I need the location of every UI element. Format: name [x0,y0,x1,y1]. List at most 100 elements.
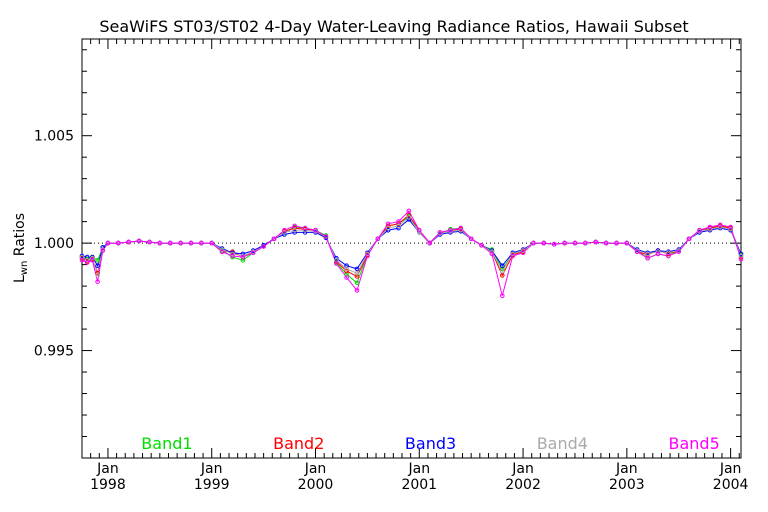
data-point-band2 [396,221,401,227]
data-point-band4 [655,249,661,254]
data-point-band3 [385,227,391,233]
data-point-band5 [634,249,640,254]
data-point-band5 [261,244,266,249]
legend-entry-band2: Band2 [273,434,324,453]
data-point-band3 [396,225,401,231]
x-tick-year: 2000 [298,477,334,493]
data-point-band4 [520,248,526,253]
data-point-band4 [344,266,349,272]
y-tick-label: 1.000 [34,236,74,252]
data-point-band5 [645,255,650,261]
plot-area-frame [81,38,742,459]
data-point-band4 [489,249,495,254]
data-point-band5 [240,254,246,260]
legend-entry-band1: Band1 [141,434,192,453]
x-tick-year: 1999 [194,477,230,493]
data-point-band5 [468,236,474,242]
x-tick-year: 2003 [609,477,645,493]
data-point-band5 [666,253,671,259]
x-tick-year: 2002 [505,477,541,493]
data-point-band5 [84,260,90,265]
data-point-band5 [655,251,661,257]
data-point-band4 [84,258,90,263]
data-point-band5 [624,240,630,246]
data-point-band2 [292,225,298,231]
data-point-band5 [572,240,578,246]
data-point-band5 [686,236,692,242]
data-point-band5 [271,236,277,242]
x-tick-month: Jan [96,461,119,477]
x-tick-month: Jan [719,461,742,477]
data-point-band5 [406,208,412,214]
data-point-band5 [147,239,152,245]
series-line-band4 [81,216,742,276]
data-point-band5 [188,240,194,246]
data-point-band5 [489,251,495,257]
data-point-band5 [458,225,464,231]
x-tick-month: Jan [407,461,430,477]
data-point-band4 [302,227,308,233]
data-point-band4 [230,251,235,257]
data-point-band5 [219,249,225,254]
data-point-band5 [126,239,131,245]
data-point-band5 [500,293,505,299]
data-point-band5 [100,248,106,253]
y-tick-label: 0.995 [34,344,74,360]
data-point-band5 [167,240,173,246]
data-point-band4 [500,268,505,274]
data-point-band4 [292,227,298,233]
data-point-band2 [344,268,349,274]
data-point-band2 [385,223,391,229]
data-point-band4 [417,230,422,235]
data-point-band1 [95,258,100,263]
legend-entry-band5: Band5 [669,434,720,453]
data-point-band5 [385,221,391,227]
series-line-band3 [81,218,742,270]
data-point-band4 [458,227,464,233]
data-point-band5 [551,241,557,247]
data-point-band5 [396,219,401,224]
series-line-band1 [81,215,742,284]
data-point-band4 [717,224,723,230]
data-point-band5 [136,238,142,244]
data-point-band5 [676,249,682,254]
data-point-band4 [90,255,95,261]
x-tick-month: Jan [511,461,534,477]
data-point-band5 [323,234,329,239]
data-point-band5 [90,258,95,263]
data-point-band4 [219,247,225,252]
data-point-band3 [292,230,298,235]
data-point-band5 [282,227,287,233]
data-point-band5 [116,240,121,246]
data-point-band5 [717,222,723,228]
data-point-band4 [728,226,733,232]
x-tick-year: 2004 [713,477,749,493]
data-point-band5 [707,224,713,230]
series-points [79,208,744,299]
data-point-band4 [354,270,360,276]
data-point-band5 [583,240,588,246]
y-axis-label: Lwn Ratios [12,213,30,283]
data-point-band5 [292,223,298,229]
data-point-band5 [541,240,547,246]
legend: Band1 Band2 Band3 Band4 Band5 [141,434,719,453]
data-point-band5 [520,250,526,256]
data-point-band5 [313,227,318,233]
data-point-band4 [95,273,100,278]
data-point-band5 [417,227,422,233]
data-point-band5 [199,240,204,246]
data-point-band5 [448,227,453,233]
legend-entry-band3: Band3 [405,434,456,453]
data-point-band5 [593,239,599,245]
data-point-band5 [344,275,349,280]
data-point-band4 [396,223,401,229]
data-point-band3 [406,217,412,222]
data-point-band5 [365,253,370,259]
y-axis: 1.005 1.000 0.995 [34,49,741,459]
series-lines [81,210,742,296]
data-point-band5 [209,240,214,246]
x-tick-month: Jan [200,461,223,477]
data-point-band5 [375,236,381,242]
data-point-band4 [406,215,412,220]
data-point-band5 [354,288,360,293]
